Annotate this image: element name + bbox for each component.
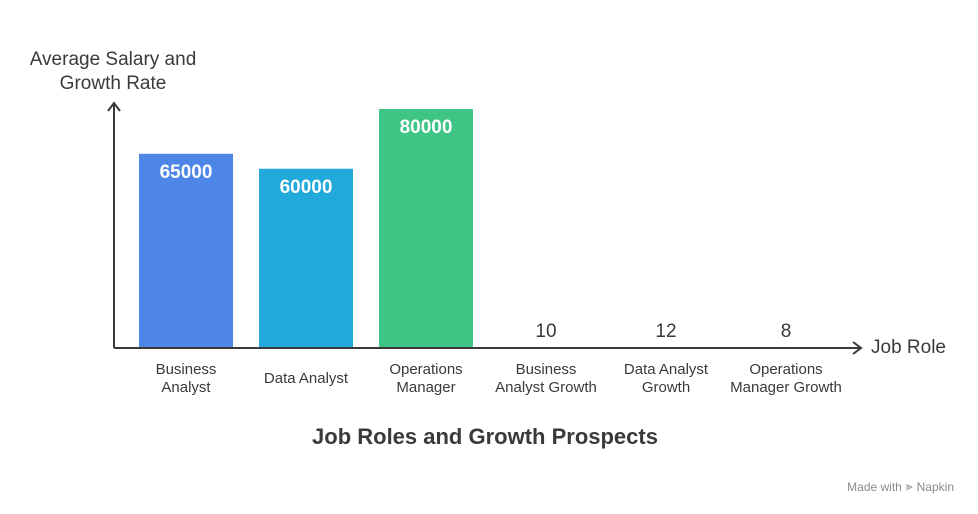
bar xyxy=(379,109,473,348)
x-tick-label-line: Business xyxy=(156,361,217,378)
made-with-label: Made with xyxy=(847,479,902,494)
x-tick-label: Business Analyst xyxy=(156,361,217,396)
x-tick-label-line: Data Analyst xyxy=(264,370,349,387)
x-tick-label-line: Operations xyxy=(389,361,462,378)
value-labels-group: 65000 60000 80000 10 12 8 xyxy=(160,117,792,342)
y-axis-arrow-icon xyxy=(107,101,121,112)
bar-value-label: 80000 xyxy=(400,117,453,138)
bar xyxy=(259,168,353,348)
footer-attribution[interactable]: Made with ⫸ Napkin xyxy=(847,479,954,494)
x-tick-label-line: Data Analyst xyxy=(624,361,709,378)
bars-group xyxy=(139,109,833,348)
x-tick-label-line: Analyst Growth xyxy=(495,379,597,396)
x-tick-label: Data Analyst xyxy=(264,370,349,387)
x-tick-label: Data Analyst Growth xyxy=(624,361,709,396)
x-tick-label: Operations Manager xyxy=(389,361,462,396)
x-tick-label-line: Operations xyxy=(749,361,822,378)
bar xyxy=(139,153,233,348)
bar-value-label: 60000 xyxy=(280,177,333,198)
x-tick-label-line: Business xyxy=(516,361,577,378)
x-tick-label-line: Growth xyxy=(642,379,690,396)
x-tick-label: Operations Manager Growth xyxy=(730,361,842,396)
bar-value-label: 65000 xyxy=(160,162,213,183)
napkin-logo-icon: ⫸ xyxy=(905,479,913,493)
x-tick-label-line: Manager xyxy=(396,379,455,396)
y-axis-title: Average Salary and Growth Rate xyxy=(29,49,197,94)
chart-title: Job Roles and Growth Prospects xyxy=(312,424,658,449)
x-tick-label: Business Analyst Growth xyxy=(495,361,597,396)
bar-value-label: 12 xyxy=(655,321,676,342)
x-tick-label-line: Manager Growth xyxy=(730,379,842,396)
x-axis-title: Job Role xyxy=(871,337,946,358)
brand-label: Napkin xyxy=(916,479,954,494)
bar-value-label: 8 xyxy=(781,321,792,342)
x-tick-label-line: Analyst xyxy=(161,379,211,396)
bar-value-label: 10 xyxy=(535,321,556,342)
x-axis-arrow-icon xyxy=(852,341,863,355)
